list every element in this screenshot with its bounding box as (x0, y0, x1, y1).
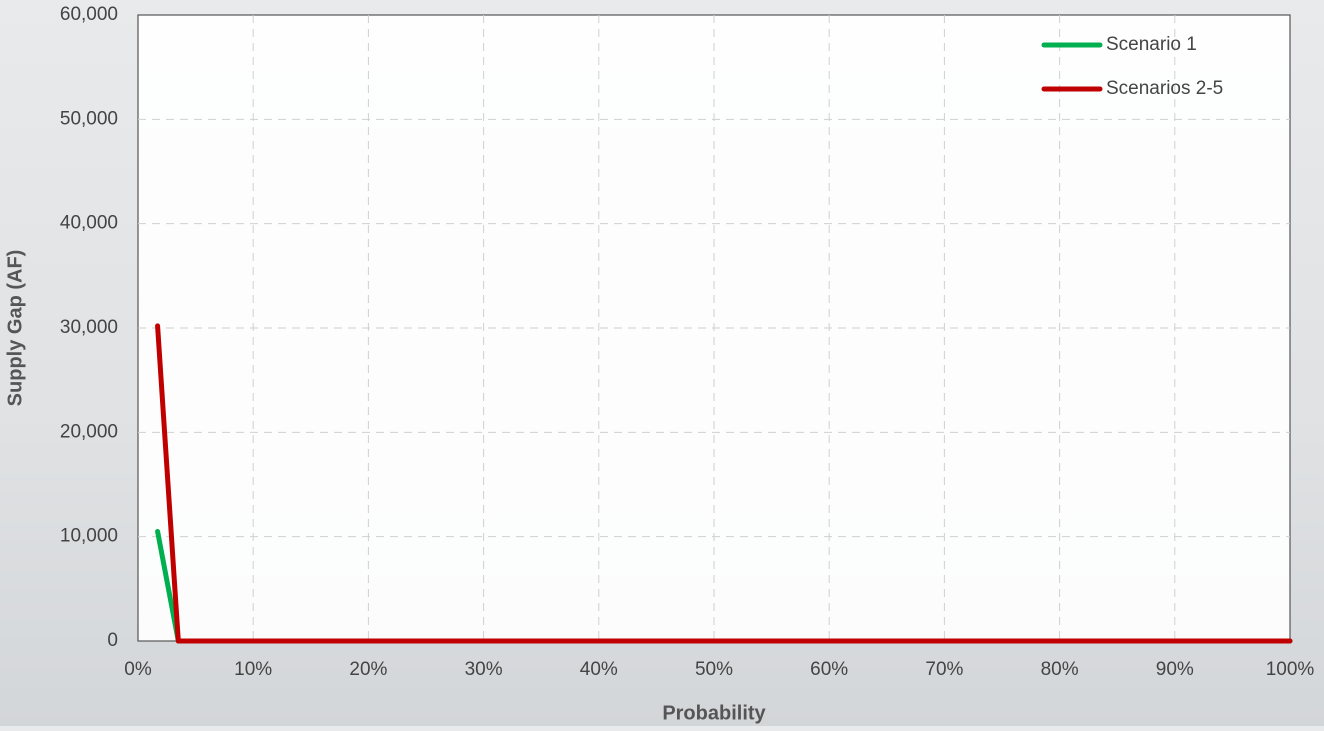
legend-label: Scenario 1 (1106, 34, 1197, 55)
y-axis-title: Supply Gap (AF) (4, 250, 26, 407)
legend-label: Scenarios 2-5 (1106, 78, 1223, 99)
x-axis-title: Probability (662, 702, 766, 724)
x-tick-label: 60% (810, 659, 848, 680)
x-tick-label: 40% (580, 659, 618, 680)
y-tick-label: 50,000 (60, 108, 118, 129)
x-tick-label: 0% (124, 659, 152, 680)
x-tick-label: 10% (234, 659, 272, 680)
y-tick-label: 0 (107, 630, 118, 651)
x-tick-label: 70% (925, 659, 963, 680)
y-tick-label: 20,000 (60, 421, 118, 442)
y-tick-label: 60,000 (60, 4, 118, 25)
x-tick-label: 100% (1266, 659, 1315, 680)
x-tick-label: 30% (465, 659, 503, 680)
x-tick-label: 20% (349, 659, 387, 680)
x-tick-label: 80% (1041, 659, 1079, 680)
y-tick-label: 40,000 (60, 213, 118, 234)
x-tick-label: 50% (695, 659, 733, 680)
x-tick-label: 90% (1156, 659, 1194, 680)
y-tick-label: 10,000 (60, 526, 118, 547)
y-tick-label: 30,000 (60, 317, 118, 338)
series-line (155, 323, 1293, 644)
